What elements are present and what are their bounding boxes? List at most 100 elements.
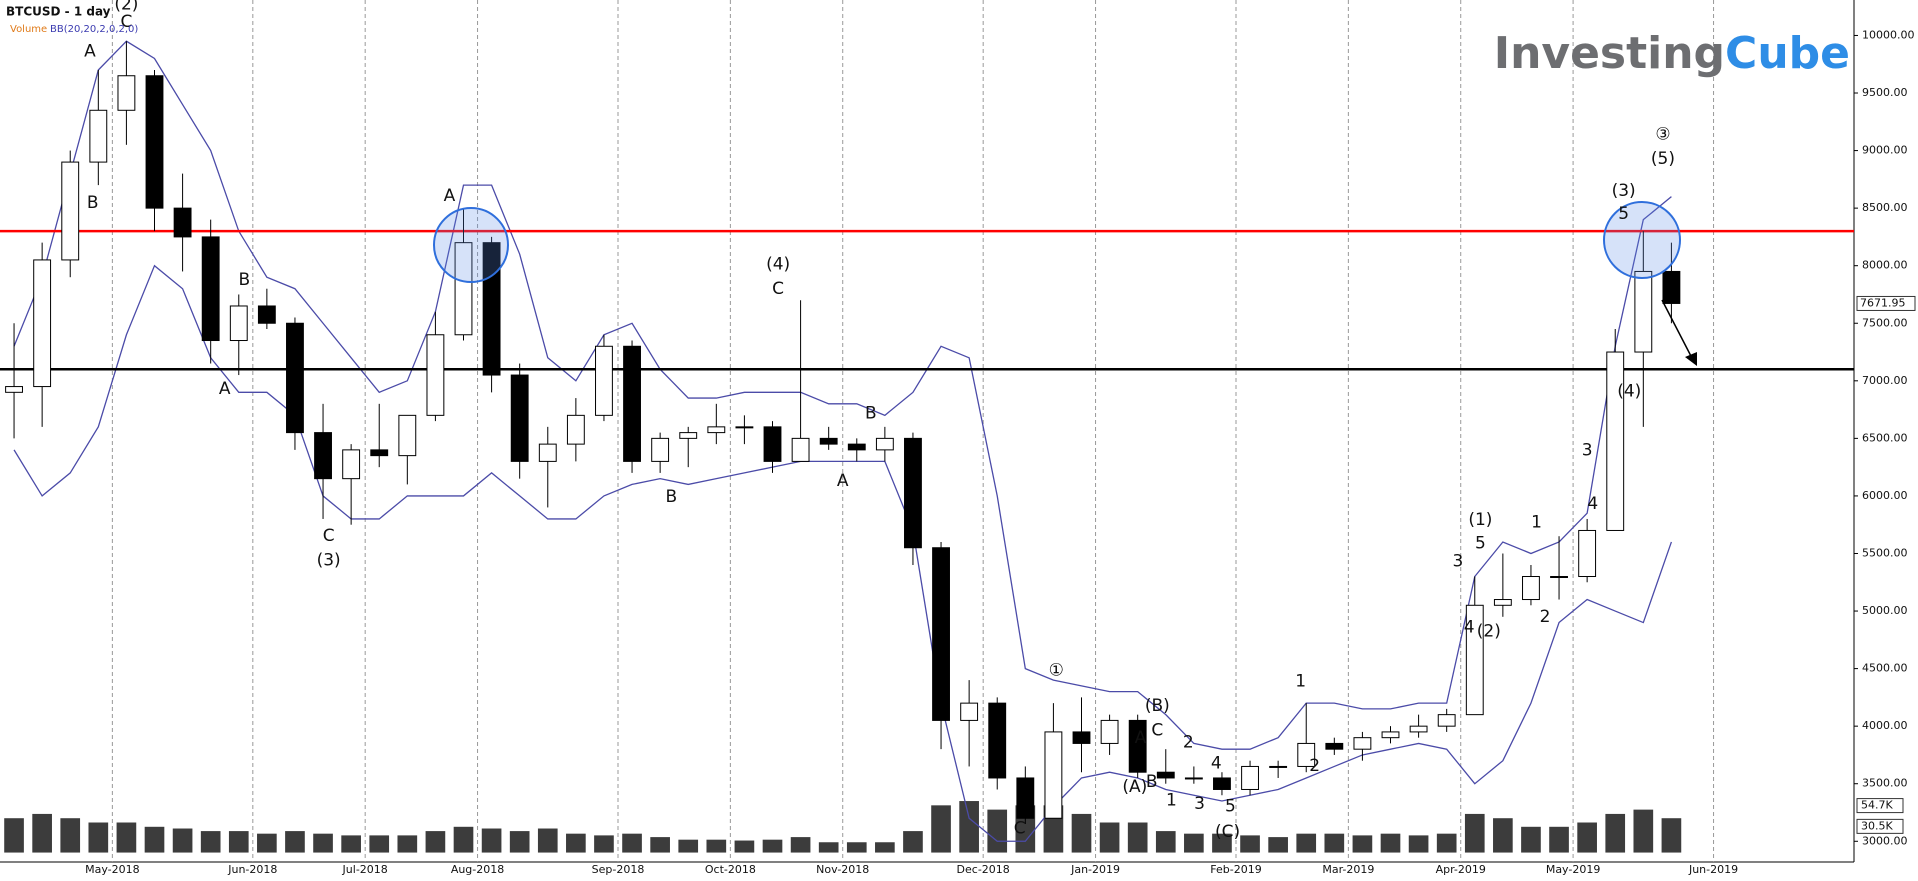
candle-body [229,305,248,342]
volume-tag: 54.7K [1861,799,1893,812]
candle-body [1437,714,1456,727]
candle-body [370,449,389,457]
candle-body [595,345,613,416]
candle-body [89,109,108,163]
volume-bar [1296,833,1317,853]
volume-tag-box [1856,798,1904,814]
volume-bar [678,839,699,853]
candle-body [1465,604,1484,716]
x-tick-label: Sep-2018 [592,863,645,876]
volume-bar [1661,818,1682,853]
volume-bar [341,835,361,853]
wave-label: (A) [1122,777,1147,797]
volume-bar [32,813,52,853]
wave-label: 5 [1225,796,1236,816]
wave-label: A [444,186,456,206]
volume-bar [1605,813,1626,853]
volume-bar [1436,833,1457,853]
volume-bar [453,826,474,853]
wave-label: 4 [1587,494,1598,514]
volume-bar [1184,833,1204,853]
candle-body [201,236,220,342]
volume-bar [369,835,390,853]
x-tick-label: Jul-2018 [342,863,388,876]
wave-label: C [1014,818,1026,838]
volume-bar [4,818,24,853]
wave-label: B [666,487,678,507]
wave-label: (3) [1612,181,1636,201]
volume-bar [425,831,446,853]
x-tick-label: Jun-2018 [227,863,277,876]
volume-bar [566,833,586,853]
wave-label: (2) [1477,621,1501,641]
price-tag: 7671.95 [1860,296,1906,309]
x-tick-label: Dec-2018 [957,863,1010,876]
volume-bar [1155,831,1176,853]
candle-body [61,161,80,261]
wave-label: B [1146,772,1158,792]
y-tick-label: 7500.00 [1862,316,1908,329]
candle-body [904,437,922,549]
candle-body [1634,270,1653,353]
wave-label: (2) [114,0,138,14]
arrow-head [1685,352,1697,366]
y-tick-label: 9500.00 [1862,86,1908,99]
volume-bar [622,833,642,853]
candle-body [1493,599,1512,606]
y-tick-label: 6000.00 [1862,489,1908,502]
wave-label: B [865,404,877,424]
wave-label: ① [1049,661,1064,681]
volume-bar [1493,818,1513,853]
volume-bar [397,835,418,853]
candle-body [1522,576,1540,601]
candle-body [33,259,52,388]
candle-body [763,426,782,462]
y-tick-label: 10000.00 [1862,28,1915,41]
bollinger-upper [13,40,1672,750]
text-layer: May-2018 Jun-2018 Jul-2018 Aug-2018 Sep-2018… [84,0,1916,876]
candle-body [173,207,192,238]
candle-body [1606,351,1625,531]
candle-body [679,432,698,439]
volume-bar [1212,833,1232,853]
wave-label: 4 [1464,618,1475,638]
candle-body [819,437,838,445]
wave-label: 2 [1309,756,1320,776]
candle-body [960,702,979,721]
y-tick-label: 6500.00 [1862,431,1908,444]
chart-title: BTCUSD - 1 day [6,5,111,19]
x-tick-label: Nov-2018 [816,863,869,876]
y-tick-label: 4000.00 [1862,719,1908,732]
y-tick-label: 5500.00 [1862,546,1908,559]
volume-bar [818,842,839,853]
candle-body [651,437,670,462]
volume-bar [931,805,951,853]
volume-bar [88,822,109,853]
wave-label: B [239,270,251,290]
volume-bar [509,831,530,853]
wave-label: 1 [1295,672,1306,692]
candle-body [145,75,164,209]
candle-body [314,432,332,480]
volume-bar [1521,826,1541,853]
volume-bar [1099,822,1120,853]
wave-label: 5 [1618,204,1629,224]
wave-label: 1 [1166,790,1177,810]
y-tick-label: 4500.00 [1862,662,1908,675]
volume-bar [1464,813,1485,853]
wave-label: C [323,526,335,546]
wave-label: 5 [1475,533,1486,553]
candle-body [623,345,641,462]
y-tick-label: 5000.00 [1862,604,1908,617]
x-tick-label: May-2018 [85,863,140,876]
candle-body [1156,771,1175,779]
wave-label: 4 [1211,754,1222,774]
volume-bar [1577,822,1597,853]
candle-body [1353,737,1372,750]
wave-label: 1 [1531,513,1542,533]
candle-body [932,547,950,721]
wave-label: C [772,279,784,299]
volume-bar [116,822,137,853]
logo-second: Cube [1725,28,1850,79]
